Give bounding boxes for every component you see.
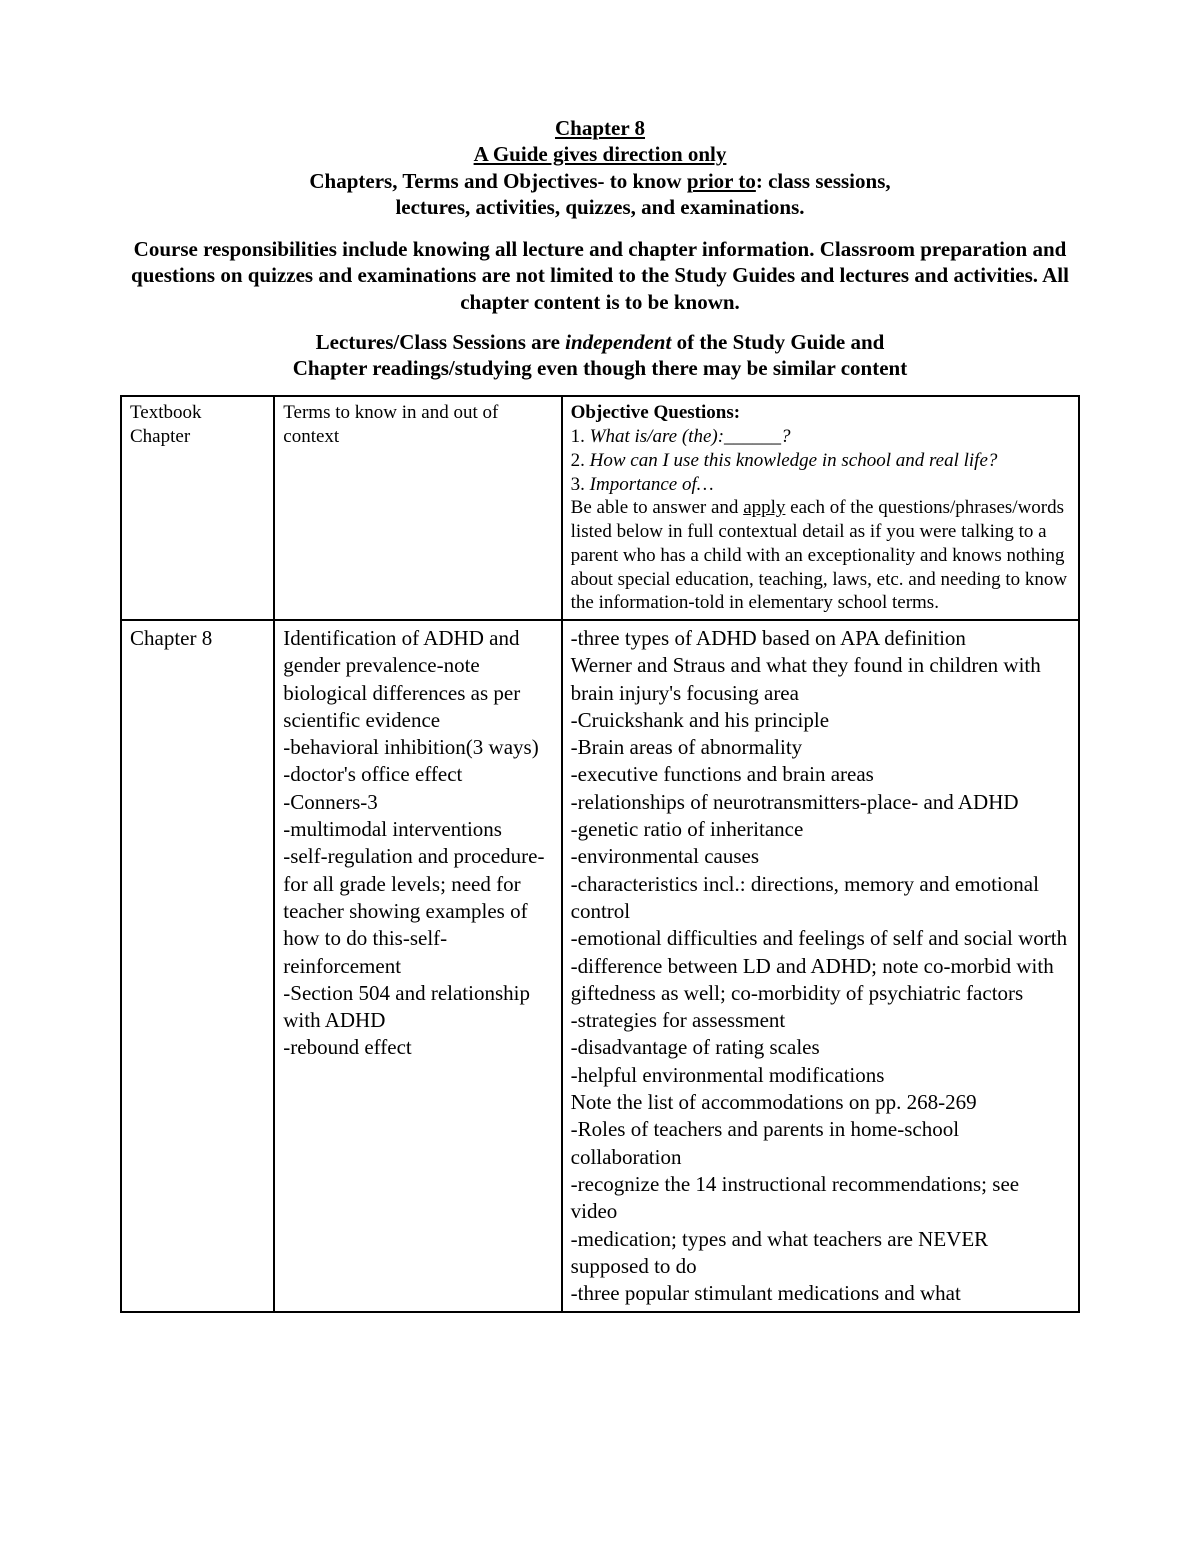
q3-text: Importance of…: [590, 474, 714, 495]
header-cell-objectives: Objective Questions: 1. What is/are (the…: [562, 396, 1079, 620]
q1-label: 1.: [571, 426, 590, 447]
independent-paragraph: Lectures/Class Sessions are independent …: [120, 329, 1080, 382]
header-line3: Chapters, Terms and Objectives- to know …: [309, 169, 890, 193]
header-line3-underline: prior to: [687, 169, 756, 193]
table-row: Chapter 8 Identification of ADHD and gen…: [121, 620, 1079, 1312]
table-header-row: Textbook Chapter Terms to know in and ou…: [121, 396, 1079, 620]
cell-terms: Identification of ADHD and gender preval…: [274, 620, 561, 1312]
independent-post: of the Study Guide and: [671, 330, 884, 354]
header-cell-terms: Terms to know in and out of context: [274, 396, 561, 620]
responsibilities-paragraph: Course responsibilities include knowing …: [120, 236, 1080, 315]
guide-direction-line: A Guide gives direction only: [474, 142, 727, 166]
q1-pre: What is/are (the):: [590, 426, 724, 447]
header-line3-pre: Chapters, Terms and Objectives- to know: [309, 169, 686, 193]
apply-sentence: Be able to answer and apply each of the …: [571, 497, 1067, 613]
independent-line2: Chapter readings/studying even though th…: [293, 356, 907, 380]
independent-em: independent: [565, 330, 671, 354]
study-guide-table: Textbook Chapter Terms to know in and ou…: [120, 395, 1080, 1313]
q2-text: How can I use this knowledge in school a…: [590, 450, 998, 471]
header-line3-post: : class sessions,: [756, 169, 891, 193]
q3-label: 3.: [571, 474, 590, 495]
chapter-title: Chapter 8: [555, 116, 645, 140]
q1-post: ?: [781, 426, 791, 447]
apply-pre: Be able to answer and: [571, 497, 744, 518]
independent-pre: Lectures/Class Sessions are: [316, 330, 565, 354]
header-line4: lectures, activities, quizzes, and exami…: [395, 195, 804, 219]
header-cell-textbook: Textbook Chapter: [121, 396, 274, 620]
cell-objectives: -three types of ADHD based on APA defini…: [562, 620, 1079, 1312]
apply-underline: apply: [743, 497, 785, 518]
document-header: Chapter 8 A Guide gives direction only C…: [120, 115, 1080, 220]
objective-questions-title: Objective Questions:: [571, 402, 740, 423]
q2-label: 2.: [571, 450, 590, 471]
q1-blank: ______: [724, 426, 781, 447]
page: Chapter 8 A Guide gives direction only C…: [0, 0, 1200, 1553]
cell-chapter: Chapter 8: [121, 620, 274, 1312]
q1-text: What is/are (the):______?: [590, 426, 791, 447]
